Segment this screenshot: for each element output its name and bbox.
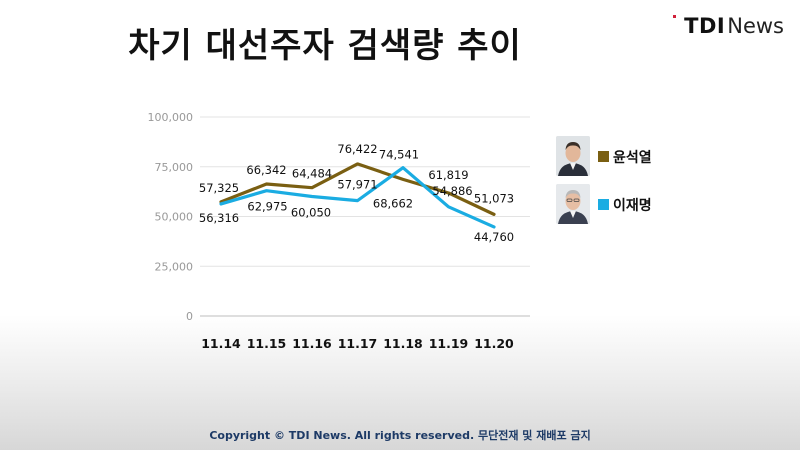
legend-swatch <box>598 199 609 210</box>
y-tick-label: 0 <box>186 310 193 323</box>
data-label: 74,541 <box>379 148 419 162</box>
tdi-news-logo: TDI News <box>673 14 784 38</box>
logo-brand: TDI <box>684 14 726 38</box>
logo-mark-icon <box>673 15 681 37</box>
data-label: 60,050 <box>291 206 331 220</box>
data-label: 57,971 <box>337 178 377 192</box>
legend-item-series-1: 윤석열 <box>556 136 676 180</box>
data-label: 56,316 <box>199 211 239 225</box>
person-photo-icon <box>556 136 590 176</box>
legend-swatch <box>598 151 609 162</box>
chart-title: 차기 대선주자 검색량 추이 <box>128 26 522 66</box>
x-tick-label: 11.14 <box>201 336 241 351</box>
y-tick-label: 100,000 <box>148 111 194 124</box>
legend-label: 윤석열 <box>613 150 652 166</box>
x-tick-label: 11.15 <box>247 336 287 351</box>
x-tick-label: 11.18 <box>383 336 423 351</box>
x-tick-label: 11.19 <box>429 336 469 351</box>
x-tick-label: 11.17 <box>338 336 378 351</box>
series-line-1 <box>219 162 496 216</box>
data-label: 57,325 <box>199 181 239 195</box>
data-label: 51,073 <box>474 191 514 205</box>
copyright-footer: Copyright © TDI News. All rights reserve… <box>209 429 591 442</box>
y-tick-label: 50,000 <box>155 211 194 224</box>
series-line-2 <box>219 166 496 229</box>
data-label: 68,662 <box>373 196 413 210</box>
data-label: 64,484 <box>292 167 332 181</box>
legend-item-series-2: 이재명 <box>556 184 676 228</box>
y-tick-label: 75,000 <box>155 161 194 174</box>
x-tick-label: 11.16 <box>292 336 332 351</box>
data-label: 44,760 <box>474 230 514 244</box>
legend-label: 이재명 <box>613 198 652 214</box>
logo-suffix: News <box>727 14 784 38</box>
data-label: 62,975 <box>247 200 287 214</box>
x-tick-label: 11.20 <box>474 336 514 351</box>
person-photo-icon <box>556 184 590 224</box>
data-label: 66,342 <box>246 163 286 177</box>
data-label: 54,886 <box>432 184 472 198</box>
y-tick-label: 25,000 <box>155 260 194 273</box>
data-label: 61,819 <box>428 168 468 182</box>
data-label: 76,422 <box>337 142 377 156</box>
